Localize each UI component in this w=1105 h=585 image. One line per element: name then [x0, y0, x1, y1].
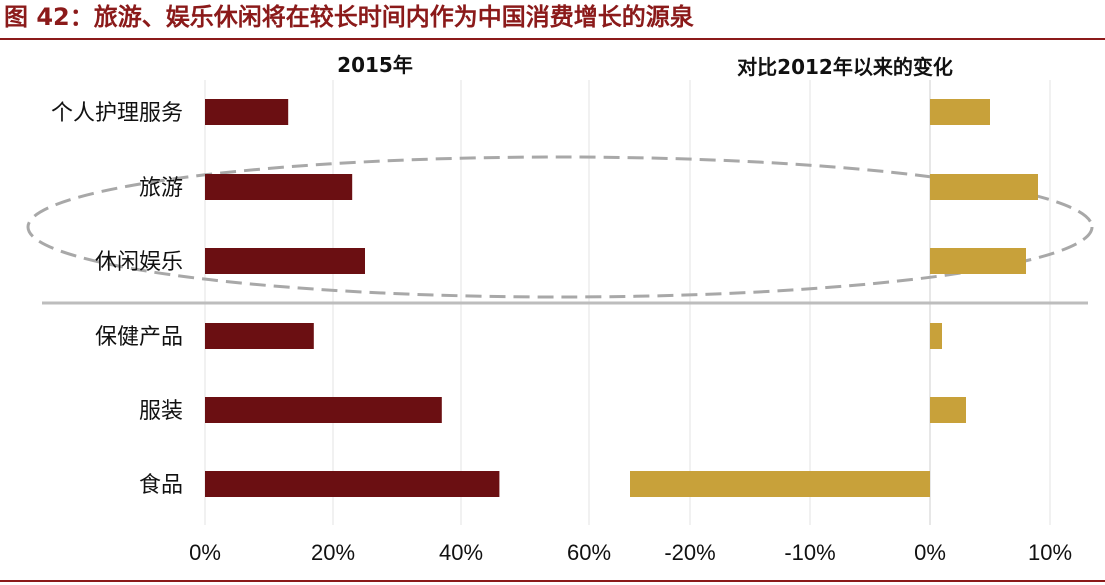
tick-label-right: 0% — [914, 540, 946, 565]
category-label: 食品 — [139, 473, 183, 498]
highlight-ellipse — [26, 155, 1094, 299]
panel-title-2015: 2015年 — [337, 53, 413, 77]
category-label: 保健产品 — [95, 325, 183, 350]
tick-labels: 0% 20% 40% 60% -20% -10% 0% 10% — [189, 540, 1072, 565]
bar-2015-4 — [205, 397, 442, 423]
category-label: 服装 — [139, 399, 183, 424]
category-label: 休闲娱乐 — [95, 250, 183, 275]
category-label: 旅游 — [139, 176, 183, 201]
bar-change-3 — [930, 323, 942, 349]
panel-titles: 2015年 对比2012年以来的变化 — [337, 53, 953, 79]
bar-change-0 — [930, 99, 990, 125]
title-rule — [0, 38, 1105, 40]
bar-2015-2 — [205, 248, 365, 274]
tick-label-right: 10% — [1028, 540, 1072, 565]
bar-2015-5 — [205, 471, 500, 497]
bottom-rule — [0, 580, 1105, 582]
bar-change-1 — [930, 174, 1038, 200]
bar-2015-3 — [205, 323, 314, 349]
bar-change-2 — [930, 248, 1026, 274]
figure-title: 图 42：旅游、娱乐休闲将在较长时间内作为中国消费增长的源泉 — [4, 3, 694, 31]
tick-label-left: 60% — [567, 540, 611, 565]
tick-label-right: -20% — [664, 540, 715, 565]
bar-change-5 — [630, 471, 930, 497]
tick-label-left: 40% — [439, 540, 483, 565]
tick-label-left: 0% — [189, 540, 221, 565]
panel-title-change: 对比2012年以来的变化 — [737, 55, 953, 79]
category-label: 个人护理服务 — [51, 101, 183, 126]
highlight-ellipse-shape — [26, 155, 1094, 299]
bar-change-4 — [930, 397, 966, 423]
bar-2015-0 — [205, 99, 289, 125]
tick-label-left: 20% — [311, 540, 355, 565]
bar-2015-1 — [205, 174, 353, 200]
left-bars — [205, 99, 500, 497]
right-bars — [630, 99, 1038, 497]
tick-label-right: -10% — [784, 540, 835, 565]
